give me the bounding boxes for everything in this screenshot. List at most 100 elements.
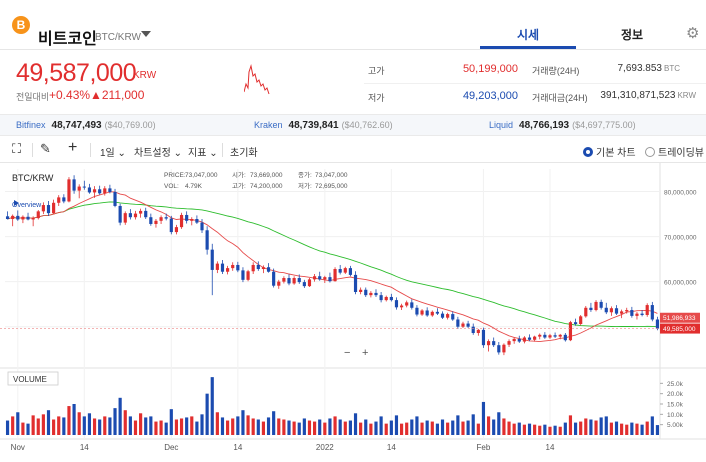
pencil-icon[interactable]: ✎ — [40, 141, 51, 156]
zoom-in-button[interactable]: + — [362, 347, 368, 359]
candle — [128, 209, 132, 220]
candle-body — [405, 302, 409, 306]
volume-bar — [435, 423, 439, 435]
candle — [46, 200, 51, 216]
volume-bar — [446, 422, 450, 435]
tab-quote[interactable]: 시세 — [516, 28, 540, 42]
tab-info[interactable]: 정보 — [620, 28, 644, 42]
candle-body — [348, 268, 352, 275]
candle-body — [36, 211, 40, 219]
volume-bar — [200, 414, 204, 435]
candle-body — [220, 263, 225, 272]
candle — [614, 305, 619, 315]
crosshair-icon[interactable]: + — [68, 139, 78, 156]
svg-text:VOL:: VOL: — [164, 183, 179, 190]
candle-body — [185, 214, 189, 221]
candle-body — [67, 179, 71, 202]
volume-bar — [640, 424, 644, 435]
candle — [420, 309, 424, 316]
exchange-bitfinex[interactable]: Bitfinex 48,747,493 ($40,769.00) — [16, 120, 156, 131]
candle-body — [149, 217, 153, 224]
volume-bar — [589, 419, 593, 435]
chart-settings-select[interactable]: 차트설정 ⌄ — [134, 148, 182, 159]
candle-body — [374, 292, 378, 296]
volume-bar — [123, 410, 127, 435]
candle-body — [451, 314, 455, 320]
caret-down-icon[interactable] — [141, 31, 151, 37]
candle — [164, 213, 168, 221]
candle-body — [568, 322, 573, 341]
volume-bar — [410, 419, 414, 435]
candle-body — [92, 189, 97, 193]
volume-bar — [210, 377, 214, 435]
candle — [451, 311, 455, 321]
candle — [333, 267, 337, 282]
candle — [348, 265, 352, 277]
vol-tick-label: 20.0k — [667, 391, 684, 398]
candle-body — [164, 217, 168, 219]
candle-body — [11, 215, 15, 220]
volume-bar — [52, 419, 56, 435]
candle-body — [655, 319, 660, 329]
indicators-select[interactable]: 지표 ⌄ — [188, 148, 218, 159]
candle-body — [103, 188, 107, 194]
price-chart[interactable]: 80,000,00070,000,00060,000,00050,000,000… — [0, 163, 706, 462]
volume-bar — [154, 421, 158, 435]
exchange-kraken[interactable]: Kraken 48,739,841 ($40,762.60) — [254, 120, 393, 131]
basic-chart-radio[interactable]: 기본 차트 — [583, 144, 636, 159]
tradingview-radio[interactable]: 트레이딩뷰 — [645, 144, 704, 159]
candle — [123, 211, 127, 225]
candle — [77, 184, 81, 199]
volume-bar — [139, 413, 143, 435]
candle — [573, 318, 578, 326]
candle — [394, 297, 399, 310]
candle-body — [231, 264, 235, 269]
candle — [456, 316, 460, 329]
candle — [440, 311, 445, 320]
volume-value: 7,693.853 BTC — [617, 63, 681, 74]
candle — [579, 314, 583, 326]
chevron-down-icon: ⌄ — [117, 148, 126, 159]
period-select[interactable]: 1일 ⌄ — [100, 148, 126, 159]
reset-button[interactable]: 초기화 — [230, 148, 258, 159]
volume-bar — [292, 421, 296, 435]
candle — [307, 278, 312, 288]
exchange-liquid[interactable]: Liquid 48,766,193 ($4,697,775.00) — [489, 120, 636, 131]
candle-body — [246, 271, 250, 280]
volume-bar — [144, 417, 148, 435]
gear-icon[interactable]: ⚙ — [686, 25, 700, 42]
candle-body — [200, 222, 204, 231]
active-tab-indicator — [480, 46, 576, 49]
zoom-out-button[interactable]: − — [344, 347, 350, 359]
fullscreen-icon[interactable]: ⛶ — [12, 141, 22, 156]
volume-bar — [364, 419, 368, 435]
candle-body — [389, 296, 393, 301]
candle-body — [31, 218, 35, 220]
candle-body — [113, 191, 117, 206]
candle-body — [604, 307, 608, 313]
play-icon[interactable] — [14, 200, 19, 206]
volume-bar — [451, 420, 455, 435]
candle-body — [410, 302, 414, 308]
candle — [16, 210, 20, 221]
volume-bar — [277, 418, 281, 435]
volume-bar — [169, 409, 173, 435]
candle — [415, 305, 419, 317]
candle — [359, 287, 363, 295]
volume-bar — [573, 422, 578, 435]
candle-body — [62, 197, 66, 202]
candle — [82, 180, 86, 190]
volume-bar — [343, 421, 347, 435]
coin-pair[interactable]: BTC/KRW — [95, 32, 141, 43]
candle — [492, 337, 496, 347]
candle — [533, 335, 537, 342]
candle-body — [210, 249, 214, 270]
candle-body — [548, 335, 552, 338]
candle-body — [205, 230, 209, 250]
svg-text:73,669,000: 73,669,000 — [250, 172, 283, 179]
candle-body — [139, 210, 143, 214]
candle — [481, 327, 486, 348]
coin-name[interactable]: 비트코인 — [38, 31, 97, 48]
candle-body — [52, 202, 56, 214]
candle-body — [72, 179, 76, 191]
